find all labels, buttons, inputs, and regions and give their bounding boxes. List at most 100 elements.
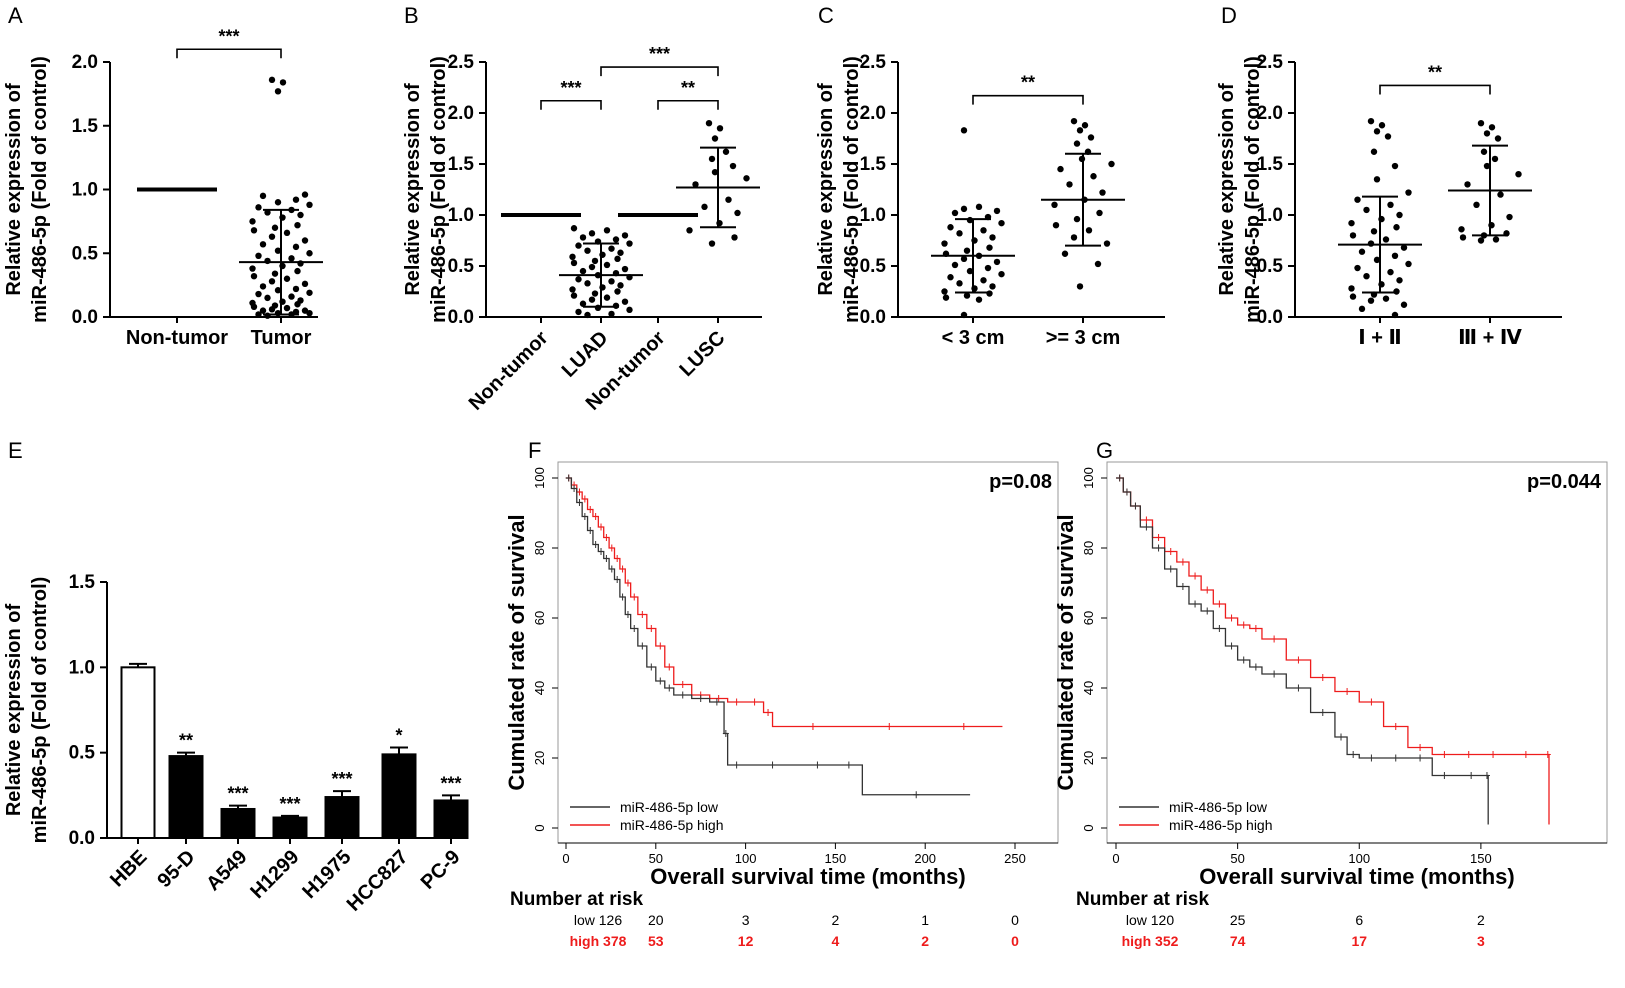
risk-count: 25 (1230, 912, 1246, 928)
x-tick-label: 200 (914, 851, 936, 866)
data-point (603, 227, 611, 234)
censor-mark (581, 495, 588, 503)
significance-label: ** (1021, 73, 1035, 93)
risk-count: 6 (1355, 912, 1363, 928)
y-axis-title: Relative expression of (815, 83, 837, 296)
censor-mark (619, 593, 626, 601)
data-point (1393, 288, 1400, 295)
data-point (297, 211, 304, 219)
x-category-label: H1299 (246, 846, 303, 903)
censor-mark (576, 488, 583, 496)
data-point (301, 237, 309, 244)
data-point (250, 303, 258, 310)
y-tick-label: 0.0 (69, 828, 95, 849)
data-point (1076, 283, 1084, 290)
data-point (584, 247, 591, 254)
censor-mark (657, 677, 664, 685)
bar (220, 807, 256, 840)
y-tick-label: 60 (532, 611, 547, 625)
data-point (941, 240, 948, 247)
data-point (1057, 165, 1064, 173)
significance-label: *** (649, 44, 670, 64)
panel-letter: A (8, 3, 23, 28)
x-category-label: PC-9 (417, 846, 465, 894)
data-point (575, 242, 582, 249)
censor-mark (1544, 751, 1551, 758)
data-point (1378, 122, 1386, 129)
data-point (1391, 311, 1399, 319)
data-point (570, 225, 578, 232)
data-point (941, 288, 948, 295)
censor-mark (565, 474, 572, 482)
data-point (259, 192, 267, 200)
bar (272, 816, 308, 840)
censor-mark (1271, 670, 1278, 678)
data-point (1370, 228, 1378, 235)
significance-label: ** (1428, 62, 1442, 82)
censor-mark (1179, 583, 1186, 590)
data-point (626, 306, 633, 314)
data-point (301, 280, 309, 288)
y-tick-label: 80 (532, 541, 547, 555)
bar (324, 796, 360, 839)
data-point (966, 267, 974, 275)
y-tick-label: 1.0 (69, 657, 95, 678)
data-point (283, 275, 291, 282)
data-point (1492, 236, 1500, 243)
y-axis-title: Cumulated rate of survival (504, 514, 529, 790)
censor-mark (1167, 548, 1174, 555)
significance-label: *** (560, 78, 581, 98)
y-tick-label: 1.0 (72, 180, 98, 201)
censor-mark (598, 523, 605, 531)
data-point (1391, 162, 1399, 170)
censor-mark (648, 625, 655, 632)
data-point (1373, 128, 1381, 135)
bar (381, 753, 417, 840)
censor-mark (587, 527, 594, 534)
censor-mark (587, 506, 594, 513)
x-category-label: Ⅰ + Ⅱ (1358, 327, 1401, 349)
censor-mark (697, 695, 704, 702)
x-axis-title: Overall survival time (months) (1199, 864, 1514, 889)
y-tick-label: 60 (1081, 611, 1096, 625)
data-point (1096, 209, 1103, 217)
y-tick-label: 100 (1081, 467, 1096, 489)
y-axis-title: miR-486-5p (Fold of control) (1242, 56, 1264, 323)
data-point (1073, 140, 1081, 147)
data-point (1506, 213, 1513, 221)
data-point (579, 234, 587, 241)
data-point (986, 244, 993, 251)
significance-bracket (540, 99, 602, 110)
data-point (1066, 181, 1073, 188)
data-point (725, 196, 732, 203)
data-point (1099, 189, 1106, 196)
data-point (951, 209, 959, 217)
risk-count: 2 (1477, 912, 1485, 928)
censor-mark (1204, 586, 1211, 594)
censor-mark (713, 698, 720, 706)
panel-letter: C (818, 3, 834, 28)
plot-frame (557, 461, 1059, 844)
censor-mark (1295, 684, 1302, 692)
censor-mark (592, 541, 599, 548)
panel-c: C 0.0 0.5 1.0 1.5 2.0 2.5 < 3 cm >= 3 cm Relative… (815, 3, 1165, 349)
censor-mark (1441, 772, 1448, 779)
data-point (306, 309, 313, 317)
data-point (731, 234, 738, 241)
data-point (1458, 226, 1465, 233)
data-point (1400, 244, 1408, 251)
data-point (1354, 196, 1361, 203)
y-tick-label: 0 (532, 824, 547, 831)
censor-mark (1192, 600, 1199, 608)
data-point (579, 267, 587, 275)
y-tick-label: 0.5 (860, 256, 887, 277)
x-category-label: HCC827 (343, 846, 413, 916)
panel-letter: D (1221, 3, 1237, 28)
censor-mark (598, 548, 605, 555)
risk-row-label: high 352 (1122, 933, 1179, 949)
data-point (1070, 117, 1078, 125)
data-point (1497, 191, 1504, 198)
data-point (274, 88, 282, 95)
